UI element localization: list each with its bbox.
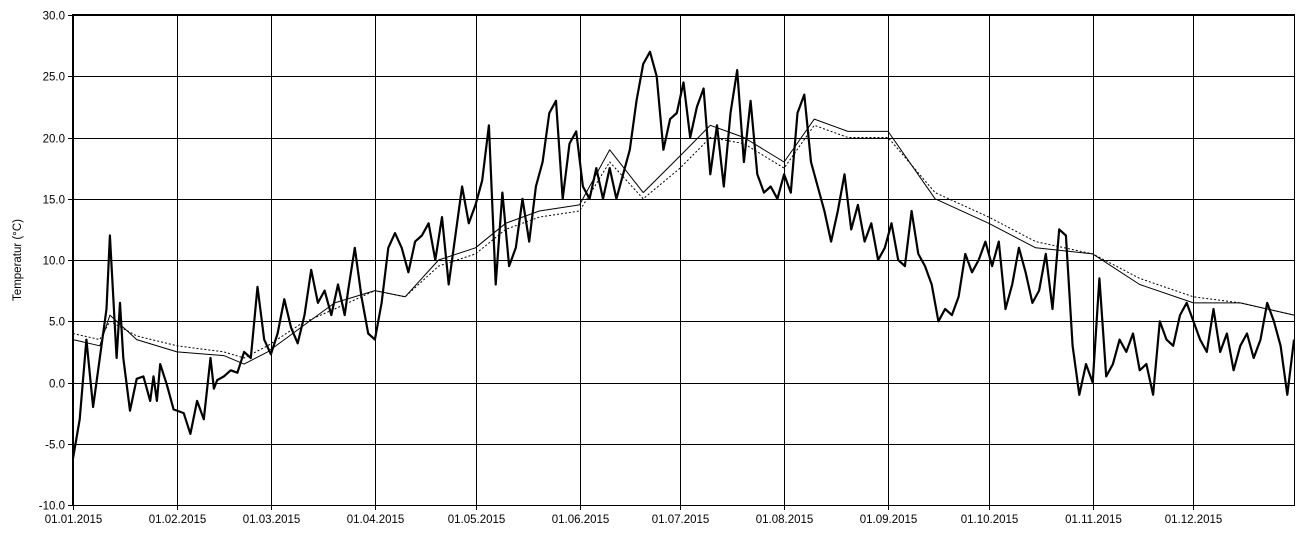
- y-tick-label: 30.0: [43, 11, 65, 23]
- x-tick-label: 01.05.2015: [448, 514, 506, 526]
- x-tick-label: 01.08.2015: [756, 514, 814, 526]
- y-tick-label: 0.0: [49, 379, 65, 391]
- series-line-thin: [72, 118, 1295, 365]
- x-tick-label: 01.06.2015: [552, 514, 610, 526]
- x-tick-label: 01.09.2015: [860, 514, 918, 526]
- y-tick-label: 5.0: [49, 317, 65, 329]
- x-axis-tick-labels: 01.01.2015 01.02.2015 01.03.2015 01.04.2015…: [45, 514, 1223, 526]
- y-tick-label: 15.0: [43, 195, 65, 207]
- x-tick-label: 01.11.2015: [1065, 514, 1122, 526]
- y-tick-label: 20.0: [43, 134, 65, 146]
- plot-frame: [72, 14, 1295, 506]
- x-tick-label: 01.01.2015: [45, 514, 103, 526]
- x-tick-label: 01.02.2015: [149, 514, 207, 526]
- y-tick-label: 10.0: [43, 256, 65, 268]
- series-line-thick: [71, 50, 1296, 459]
- x-tick-label: 01.10.2015: [961, 514, 1019, 526]
- x-tick-label: 01.04.2015: [347, 514, 405, 526]
- y-tick-label: -5.0: [45, 440, 65, 452]
- y-axis-tick-labels: -10.0 -5.0 0.0 5.0 10.0 15.0 20.0 25.0 30.0: [39, 11, 65, 513]
- y-tick-label: 25.0: [43, 72, 65, 84]
- y-axis-label: Temperatur (°C): [12, 219, 24, 301]
- gridlines: [68, 15, 1294, 510]
- x-tick-label: 01.12.2015: [1165, 514, 1223, 526]
- series-lines: [71, 50, 1296, 459]
- series-line-dotted: [72, 124, 1295, 359]
- x-tick-label: 01.03.2015: [243, 514, 301, 526]
- x-tick-label: 01.07.2015: [652, 514, 710, 526]
- y-tick-label: -10.0: [39, 501, 65, 513]
